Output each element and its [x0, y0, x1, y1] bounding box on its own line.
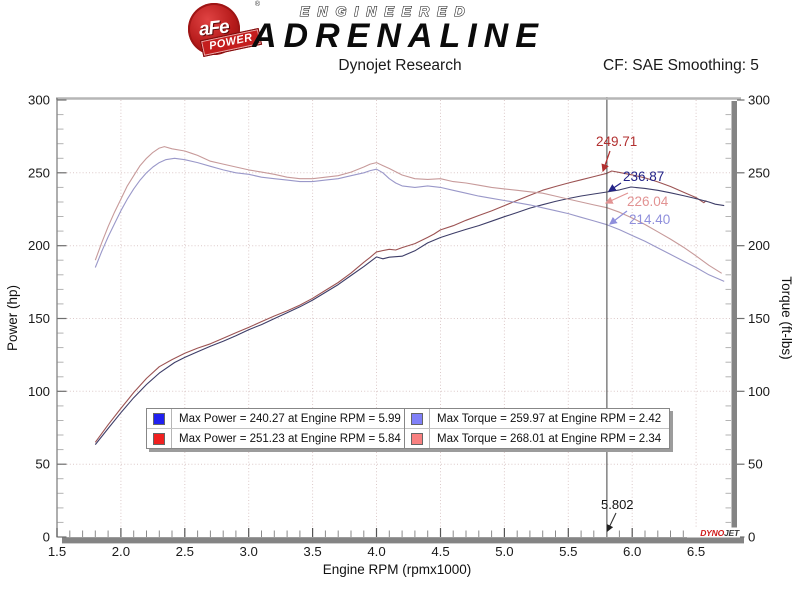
dynojet-logo: DYNOJET	[700, 528, 740, 538]
chart-title: Dynojet Research	[338, 57, 462, 74]
legend-row-label: Max Torque = 268.01 at Engine RPM = 2.34	[437, 432, 662, 445]
svg-text:5.5: 5.5	[559, 544, 577, 559]
legend-row: Max Torque = 268.01 at Engine RPM = 2.34	[405, 428, 670, 448]
svg-text:226.04: 226.04	[627, 194, 669, 209]
legend-row: Max Power = 251.23 at Engine RPM = 5.84	[147, 428, 409, 448]
svg-text:2.5: 2.5	[176, 544, 194, 559]
svg-text:214.40: 214.40	[629, 212, 670, 227]
legend-color-chip	[411, 432, 423, 445]
svg-text:6.0: 6.0	[623, 544, 641, 559]
legend-row: Max Torque = 259.97 at Engine RPM = 2.42	[405, 409, 669, 428]
svg-text:0: 0	[43, 530, 50, 545]
svg-text:300: 300	[748, 93, 770, 108]
svg-text:Torque (ft-lbs): Torque (ft-lbs)	[779, 276, 794, 359]
svg-text:200: 200	[748, 238, 770, 253]
legend-torque: Max Torque = 259.97 at Engine RPM = 2.42…	[404, 408, 671, 449]
registered-mark: ®	[254, 1, 260, 8]
svg-text:5.0: 5.0	[495, 544, 513, 559]
legend-color-chip	[153, 412, 165, 425]
svg-text:236.87: 236.87	[623, 169, 664, 184]
svg-text:Power (hp): Power (hp)	[5, 285, 20, 351]
brand-engineered: ENGINEERED	[300, 3, 473, 19]
svg-text:5.802: 5.802	[601, 497, 634, 512]
legend-row-label: Max Torque = 259.97 at Engine RPM = 2.42	[437, 412, 662, 425]
legend-power: Max Power = 240.27 at Engine RPM = 5.99 …	[146, 408, 410, 449]
svg-text:50: 50	[35, 457, 50, 472]
svg-text:250: 250	[28, 165, 50, 180]
svg-text:200: 200	[28, 238, 50, 253]
svg-text:100: 100	[28, 384, 50, 399]
afe-power-logo: aFe ® POWER	[188, 1, 272, 58]
svg-text:50: 50	[748, 457, 763, 472]
svg-text:249.71: 249.71	[596, 134, 637, 149]
legend-row-label: Max Power = 251.23 at Engine RPM = 5.84	[179, 432, 401, 445]
legend-color-chip	[153, 432, 165, 445]
svg-text:4.0: 4.0	[367, 544, 385, 559]
svg-text:3.0: 3.0	[240, 544, 258, 559]
svg-text:100: 100	[748, 384, 770, 399]
smoothing-label: CF: SAE Smoothing: 5	[603, 57, 759, 74]
legend-row: Max Power = 240.27 at Engine RPM = 5.99	[147, 409, 409, 428]
svg-text:150: 150	[28, 311, 50, 326]
svg-text:3.5: 3.5	[303, 544, 321, 559]
svg-text:150: 150	[748, 311, 770, 326]
legend-color-chip	[411, 412, 423, 425]
svg-text:300: 300	[28, 93, 50, 108]
legend-row-label: Max Power = 240.27 at Engine RPM = 5.99	[179, 412, 401, 425]
svg-text:4.5: 4.5	[431, 544, 449, 559]
svg-text:250: 250	[748, 165, 770, 180]
svg-text:2.0: 2.0	[112, 544, 130, 559]
svg-text:Engine RPM (rpmx1000): Engine RPM (rpmx1000)	[323, 562, 472, 577]
svg-text:1.5: 1.5	[48, 544, 66, 559]
svg-text:0: 0	[748, 530, 755, 545]
svg-text:6.5: 6.5	[687, 544, 705, 559]
brand-wordmark: ENGINEERED ADRENALINE	[252, 2, 545, 55]
brand-adrenaline: ADRENALINE	[252, 17, 545, 55]
